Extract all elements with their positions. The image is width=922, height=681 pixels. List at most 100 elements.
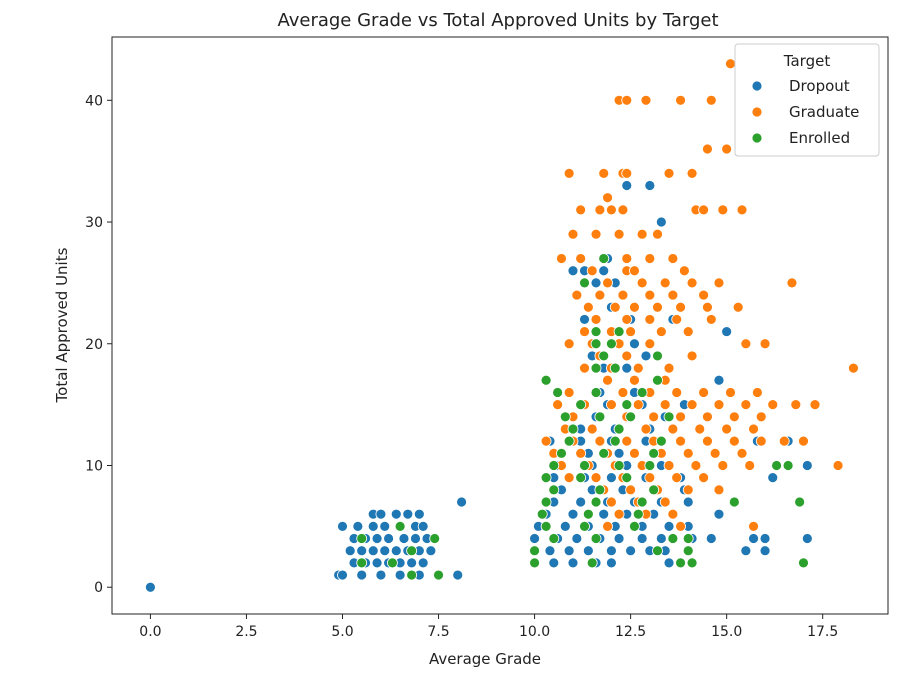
data-point-dropout bbox=[529, 533, 540, 544]
x-tick-label: 0.0 bbox=[139, 624, 161, 640]
data-point-dropout bbox=[606, 472, 617, 484]
data-point-graduate bbox=[552, 399, 564, 411]
data-point-graduate bbox=[590, 228, 602, 240]
data-point-enrolled bbox=[609, 435, 621, 447]
data-point-dropout bbox=[390, 508, 402, 520]
data-point-graduate bbox=[625, 484, 637, 496]
data-point-graduate bbox=[621, 314, 633, 325]
data-point-dropout bbox=[344, 545, 356, 557]
data-point-dropout bbox=[375, 569, 387, 581]
data-point-dropout bbox=[563, 545, 575, 557]
data-point-graduate bbox=[563, 387, 575, 398]
data-point-enrolled bbox=[632, 508, 644, 520]
data-points bbox=[145, 58, 859, 593]
data-point-enrolled bbox=[598, 447, 610, 459]
x-axis-ticks: 0.0 2.5 5.0 7.5 10.0 12.5 15.0 17.5 bbox=[139, 614, 838, 640]
data-point-enrolled bbox=[652, 545, 663, 557]
data-point-enrolled bbox=[644, 460, 656, 471]
y-tick-label: 0 bbox=[94, 580, 103, 596]
data-point-graduate bbox=[755, 435, 767, 447]
data-point-enrolled bbox=[563, 435, 575, 447]
data-point-graduate bbox=[590, 314, 602, 325]
data-point-dropout bbox=[390, 545, 402, 557]
data-point-graduate bbox=[786, 277, 798, 289]
data-point-dropout bbox=[655, 533, 667, 544]
data-point-graduate bbox=[632, 399, 644, 411]
data-point-enrolled bbox=[559, 411, 571, 423]
data-point-dropout bbox=[425, 545, 437, 557]
data-point-graduate bbox=[667, 508, 679, 520]
data-point-graduate bbox=[667, 423, 679, 435]
data-point-graduate bbox=[717, 460, 729, 471]
data-point-graduate bbox=[617, 289, 629, 301]
data-point-graduate bbox=[606, 496, 617, 508]
data-point-enrolled bbox=[594, 411, 606, 423]
data-point-enrolled bbox=[794, 496, 806, 508]
data-point-graduate bbox=[671, 314, 683, 325]
data-point-graduate bbox=[748, 520, 759, 532]
data-point-graduate bbox=[629, 374, 640, 386]
data-point-dropout bbox=[625, 545, 637, 557]
data-point-graduate bbox=[625, 326, 637, 337]
data-point-graduate bbox=[713, 484, 725, 496]
x-tick-label: 17.5 bbox=[807, 624, 838, 640]
data-point-graduate bbox=[755, 411, 767, 423]
data-point-graduate bbox=[698, 387, 710, 398]
data-point-graduate bbox=[721, 423, 733, 435]
data-point-enrolled bbox=[636, 387, 648, 398]
data-point-graduate bbox=[790, 399, 802, 411]
data-point-dropout bbox=[606, 545, 617, 557]
data-point-dropout bbox=[582, 545, 594, 557]
data-point-graduate bbox=[575, 253, 587, 264]
legend-title: Target bbox=[783, 52, 831, 70]
data-point-graduate bbox=[644, 338, 656, 350]
data-point-graduate bbox=[655, 326, 667, 337]
data-point-dropout bbox=[398, 533, 410, 544]
data-point-dropout bbox=[613, 447, 625, 459]
data-point-graduate bbox=[602, 277, 613, 289]
data-point-enrolled bbox=[406, 569, 418, 581]
data-point-dropout bbox=[567, 557, 579, 569]
data-point-enrolled bbox=[728, 496, 740, 508]
data-point-enrolled bbox=[579, 460, 590, 471]
data-point-graduate bbox=[663, 362, 675, 374]
data-point-dropout bbox=[417, 557, 429, 569]
data-point-enrolled bbox=[433, 569, 444, 581]
data-point-enrolled bbox=[552, 387, 564, 398]
data-point-enrolled bbox=[590, 533, 602, 544]
data-point-dropout bbox=[571, 533, 583, 544]
data-point-graduate bbox=[671, 472, 683, 484]
data-point-graduate bbox=[606, 399, 617, 411]
data-point-graduate bbox=[748, 423, 759, 435]
data-point-dropout bbox=[413, 508, 425, 520]
data-point-dropout bbox=[613, 533, 625, 544]
data-point-enrolled bbox=[590, 496, 602, 508]
data-point-enrolled bbox=[590, 338, 602, 350]
data-point-dropout bbox=[713, 374, 725, 386]
chart-title: Average Grade vs Total Approved Units by… bbox=[277, 10, 718, 31]
data-point-graduate bbox=[675, 520, 686, 532]
data-point-enrolled bbox=[621, 399, 633, 411]
x-axis-label: Average Grade bbox=[429, 650, 541, 668]
data-point-enrolled bbox=[529, 557, 540, 569]
x-tick-label: 12.5 bbox=[615, 624, 646, 640]
data-point-graduate bbox=[575, 204, 587, 216]
data-point-graduate bbox=[640, 423, 652, 435]
data-point-graduate bbox=[648, 411, 660, 423]
data-point-graduate bbox=[694, 423, 706, 435]
data-point-dropout bbox=[713, 508, 725, 520]
data-point-enrolled bbox=[598, 253, 610, 264]
x-tick-label: 7.5 bbox=[427, 624, 449, 640]
data-point-graduate bbox=[636, 228, 648, 240]
y-axis-label: Total Approved Units bbox=[53, 247, 71, 403]
data-point-enrolled bbox=[663, 411, 675, 423]
data-point-dropout bbox=[544, 545, 556, 557]
y-axis-ticks: 0 10 20 30 40 bbox=[85, 93, 112, 596]
data-point-dropout bbox=[337, 520, 348, 532]
data-point-enrolled bbox=[798, 557, 809, 569]
data-point-dropout bbox=[383, 533, 394, 544]
data-point-enrolled bbox=[590, 387, 602, 398]
data-point-enrolled bbox=[682, 545, 694, 557]
data-point-graduate bbox=[602, 192, 613, 204]
data-point-dropout bbox=[590, 277, 602, 289]
